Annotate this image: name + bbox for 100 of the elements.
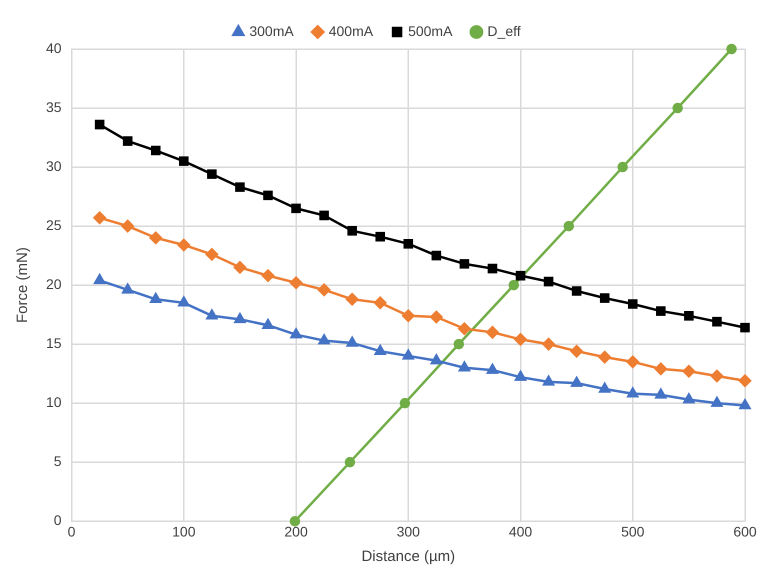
point — [655, 388, 666, 399]
point — [626, 356, 640, 368]
point — [654, 362, 668, 376]
point — [683, 393, 694, 404]
point — [122, 284, 134, 294]
point — [347, 226, 357, 236]
point — [627, 387, 638, 398]
point — [598, 350, 611, 364]
x-axis-title: Distance (µm) — [361, 548, 456, 566]
point — [374, 344, 386, 355]
point — [543, 376, 554, 386]
legend-label: D_eff — [487, 22, 521, 39]
x-tick-label: 300 — [396, 523, 420, 540]
y-tick-label: 10 — [46, 394, 62, 410]
point — [454, 338, 464, 350]
point — [656, 306, 666, 316]
point — [684, 311, 694, 321]
point — [432, 250, 442, 260]
point — [122, 136, 132, 146]
point — [318, 284, 330, 296]
point — [262, 269, 274, 282]
y-tick-label: 5 — [54, 453, 62, 470]
y-tick-label: 40 — [46, 40, 62, 56]
x-tick-label: 0 — [68, 523, 76, 540]
point — [262, 318, 274, 329]
point — [94, 274, 106, 284]
point — [94, 120, 104, 130]
point — [234, 261, 246, 274]
x-tick-label: 200 — [284, 523, 308, 540]
x-tick-label: 400 — [508, 523, 532, 540]
point — [178, 296, 190, 307]
y-tick-label: 35 — [46, 98, 62, 115]
point — [346, 336, 358, 347]
point — [291, 204, 301, 214]
x-tick-label: 500 — [621, 523, 645, 540]
point — [290, 516, 300, 526]
point — [402, 350, 414, 360]
point — [234, 313, 246, 324]
point — [599, 382, 610, 393]
point — [375, 232, 386, 242]
legend-label: 300mA — [249, 22, 294, 39]
y-tick-label: 25 — [46, 216, 62, 233]
point — [458, 361, 470, 372]
point — [738, 374, 752, 387]
point — [672, 102, 683, 114]
point — [600, 293, 610, 303]
y-tick-label: 20 — [46, 276, 62, 292]
point — [486, 364, 498, 374]
y-tick-label: 30 — [46, 158, 62, 174]
point — [544, 276, 554, 286]
point — [514, 333, 527, 346]
point — [682, 365, 696, 378]
point — [430, 354, 442, 364]
point — [150, 232, 162, 244]
x-tick-label: 100 — [172, 523, 196, 540]
point — [710, 370, 724, 382]
y-tick-label: 15 — [46, 334, 62, 351]
point — [570, 344, 583, 358]
point — [458, 322, 471, 336]
point — [319, 210, 329, 220]
point — [628, 299, 638, 309]
point — [488, 264, 498, 274]
point — [739, 399, 751, 410]
point — [318, 334, 330, 344]
point — [290, 328, 302, 338]
point — [711, 396, 723, 407]
point — [290, 276, 302, 289]
point — [564, 220, 574, 232]
point — [430, 310, 443, 324]
point — [571, 376, 582, 387]
point — [712, 316, 722, 326]
x-tick-label: 600 — [733, 523, 757, 540]
point — [572, 286, 582, 296]
point — [344, 456, 356, 468]
point — [740, 322, 750, 332]
point — [400, 398, 410, 408]
y-axis-title: Force (mN) — [14, 247, 32, 324]
point — [150, 293, 162, 304]
point — [374, 296, 386, 310]
point — [404, 238, 414, 249]
point — [150, 146, 161, 156]
y-tick-label: 0 — [54, 512, 62, 528]
point — [207, 169, 217, 179]
point — [121, 220, 134, 232]
point — [460, 259, 470, 269]
legend-label: 400mA — [328, 22, 374, 39]
point — [178, 238, 190, 252]
point — [726, 44, 737, 54]
point — [542, 338, 555, 350]
point — [263, 190, 273, 200]
point — [235, 182, 245, 192]
point — [486, 326, 499, 339]
legend-label: 500mA — [408, 22, 454, 39]
point — [206, 310, 218, 320]
point — [206, 248, 218, 261]
point — [508, 280, 520, 290]
point — [93, 212, 106, 224]
point — [514, 370, 526, 381]
point — [617, 162, 628, 172]
point — [516, 270, 526, 280]
